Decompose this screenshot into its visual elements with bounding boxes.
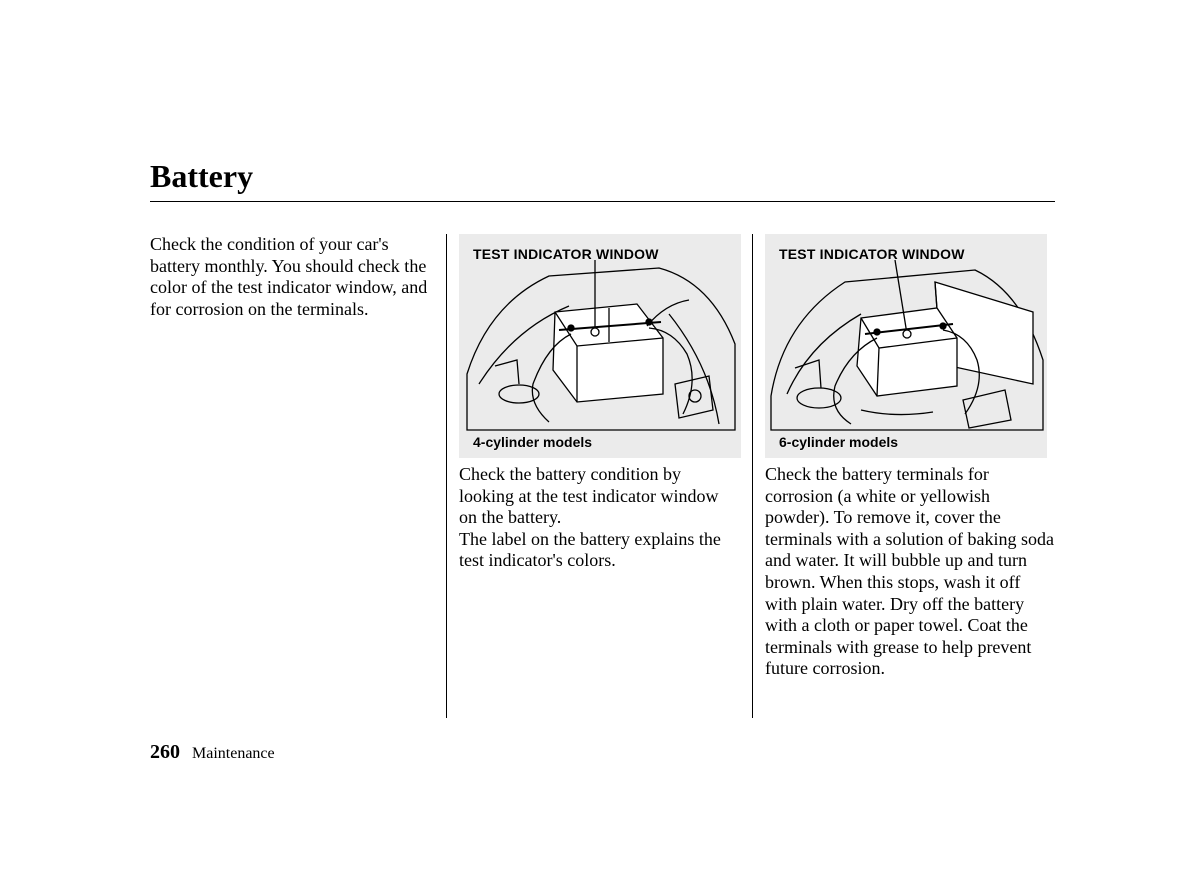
figure-6cyl-bottom-label: 6-cylinder models bbox=[779, 434, 898, 450]
content-columns: Check the condition of your car's batter… bbox=[150, 234, 1055, 718]
col2-paragraph-1: Check the battery condition by looking a… bbox=[459, 464, 740, 529]
column-1: Check the condition of your car's batter… bbox=[150, 234, 446, 718]
page-footer: 260 Maintenance bbox=[150, 741, 275, 764]
engine-battery-6cyl-icon bbox=[765, 234, 1047, 458]
col3-paragraph: Check the battery terminals for corrosio… bbox=[765, 464, 1054, 680]
column-3: TEST INDICATOR WINDOW bbox=[752, 234, 1054, 718]
figure-6cyl: TEST INDICATOR WINDOW bbox=[765, 234, 1047, 458]
manual-page: Battery Check the condition of your car'… bbox=[0, 0, 1200, 892]
col1-paragraph: Check the condition of your car's batter… bbox=[150, 234, 434, 320]
section-name: Maintenance bbox=[192, 745, 275, 762]
figure-4cyl: TEST INDICATOR WINDOW bbox=[459, 234, 741, 458]
page-title: Battery bbox=[150, 158, 1055, 195]
figure-4cyl-bottom-label: 4-cylinder models bbox=[473, 434, 592, 450]
column-2: TEST INDICATOR WINDOW bbox=[446, 234, 752, 718]
engine-battery-4cyl-icon bbox=[459, 234, 741, 458]
title-rule bbox=[150, 201, 1055, 202]
col2-paragraph-2: The label on the battery explains the te… bbox=[459, 529, 740, 572]
page-number: 260 bbox=[150, 741, 180, 763]
